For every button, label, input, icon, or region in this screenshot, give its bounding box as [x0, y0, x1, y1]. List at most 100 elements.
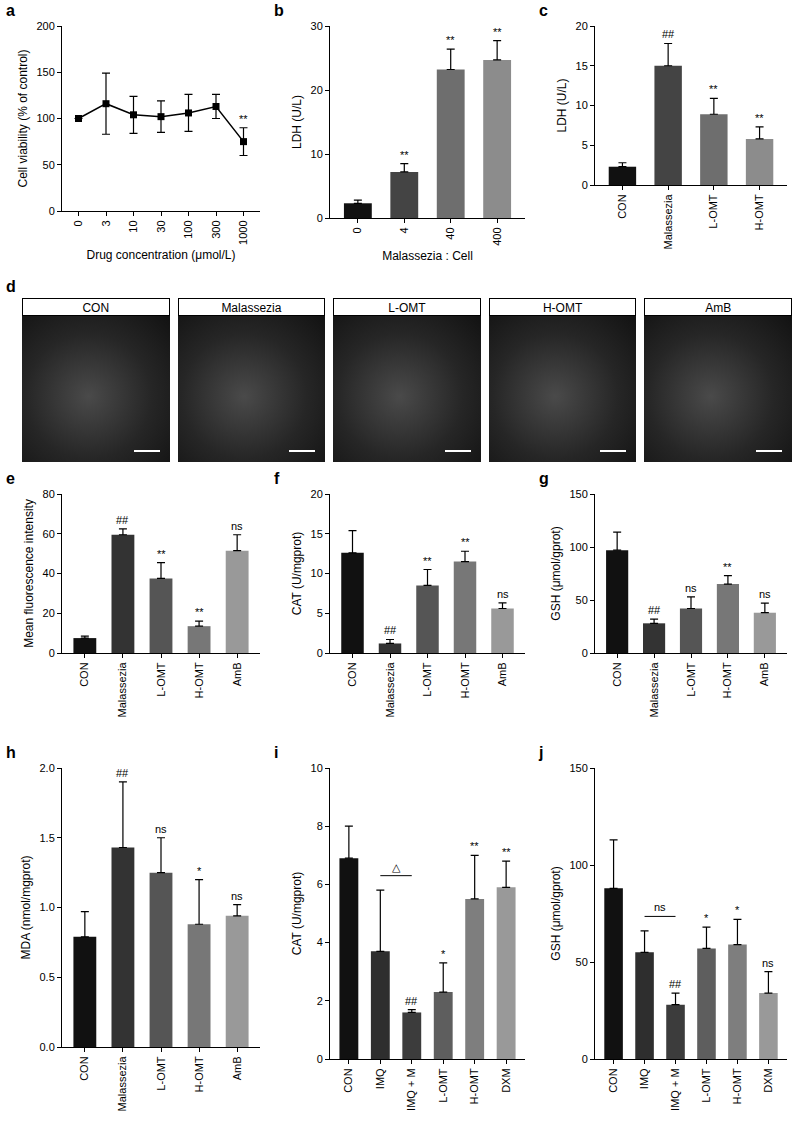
- svg-text:ns: ns: [759, 588, 771, 600]
- svg-text:CAT (U/mgprot): CAT (U/mgprot): [290, 872, 304, 956]
- svg-text:40: 40: [43, 567, 55, 579]
- svg-text:0: 0: [317, 212, 323, 224]
- svg-text:Malassezia: Malassezia: [116, 662, 128, 718]
- svg-text:100: 100: [36, 112, 54, 124]
- svg-text:CON: CON: [346, 662, 358, 687]
- svg-text:150: 150: [569, 762, 587, 774]
- svg-text:L-OMT: L-OMT: [155, 1056, 167, 1091]
- svg-text:30: 30: [311, 20, 323, 32]
- svg-text:GSH (μmol/gprot): GSH (μmol/gprot): [549, 526, 563, 620]
- svg-text:IMQ + M: IMQ + M: [669, 1068, 681, 1110]
- svg-text:AmB: AmB: [758, 662, 770, 686]
- svg-text:CON: CON: [78, 662, 90, 687]
- svg-text:H-OMT: H-OMT: [753, 194, 765, 230]
- svg-text:1000: 1000: [237, 220, 249, 244]
- svg-text:GSH (μmol/gprot): GSH (μmol/gprot): [549, 866, 563, 960]
- svg-text:CON: CON: [616, 194, 628, 219]
- svg-text:0: 0: [72, 220, 84, 226]
- svg-text:60: 60: [43, 528, 55, 540]
- svg-text:2: 2: [317, 995, 323, 1007]
- svg-text:0: 0: [582, 647, 588, 659]
- svg-text:ns: ns: [762, 957, 774, 969]
- svg-text:L-OMT: L-OMT: [155, 662, 167, 697]
- svg-text:ns: ns: [155, 823, 167, 835]
- svg-text:**: **: [400, 149, 409, 161]
- svg-text:LDH (U/L): LDH (U/L): [290, 95, 304, 149]
- svg-text:1.0: 1.0: [40, 901, 55, 913]
- svg-text:**: **: [239, 113, 248, 125]
- svg-text:0: 0: [317, 647, 323, 659]
- svg-text:4: 4: [398, 227, 410, 233]
- svg-text:0: 0: [317, 1053, 323, 1065]
- svg-text:H-OMT: H-OMT: [193, 1056, 205, 1092]
- svg-text:*: *: [704, 912, 709, 924]
- svg-text:30: 30: [155, 220, 167, 232]
- svg-text:**: **: [709, 83, 718, 95]
- svg-text:IMQ + M: IMQ + M: [405, 1068, 417, 1110]
- svg-text:##: ##: [669, 978, 682, 990]
- svg-text:##: ##: [384, 624, 397, 636]
- svg-text:AmB: AmB: [231, 662, 243, 686]
- svg-text:10: 10: [311, 148, 323, 160]
- svg-text:10: 10: [311, 762, 323, 774]
- svg-text:H-OMT: H-OMT: [193, 662, 205, 698]
- svg-text:*: *: [735, 904, 740, 916]
- svg-text:400: 400: [491, 227, 503, 245]
- svg-text:Mean fluorescence intensity: Mean fluorescence intensity: [22, 499, 36, 648]
- svg-text:15: 15: [311, 528, 323, 540]
- svg-text:CON: CON: [607, 1068, 619, 1093]
- svg-text:300: 300: [210, 220, 222, 238]
- svg-text:##: ##: [648, 604, 661, 616]
- svg-text:H-OMT: H-OMT: [459, 662, 471, 698]
- svg-text:**: **: [470, 840, 479, 852]
- svg-text:DXM: DXM: [500, 1068, 512, 1092]
- svg-text:100: 100: [569, 541, 587, 553]
- svg-text:H-OMT: H-OMT: [468, 1068, 480, 1104]
- svg-text:20: 20: [576, 20, 588, 32]
- svg-text:IMQ: IMQ: [374, 1068, 386, 1089]
- svg-text:1.5: 1.5: [40, 832, 55, 844]
- svg-text:L-OMT: L-OMT: [707, 194, 719, 229]
- svg-text:AmB: AmB: [231, 1056, 243, 1080]
- svg-text:ns: ns: [654, 901, 666, 913]
- svg-text:L-OMT: L-OMT: [437, 1068, 449, 1103]
- svg-text:40: 40: [444, 227, 456, 239]
- svg-text:0: 0: [582, 179, 588, 191]
- svg-text:20: 20: [311, 488, 323, 500]
- svg-text:Malassezia: Malassezia: [116, 1056, 128, 1112]
- svg-text:ns: ns: [231, 890, 243, 902]
- svg-text:50: 50: [576, 594, 588, 606]
- svg-text:**: **: [493, 26, 502, 38]
- svg-text:**: **: [157, 548, 166, 560]
- svg-text:**: **: [461, 536, 470, 548]
- svg-text:Malassezia : Cell: Malassezia : Cell: [382, 249, 473, 263]
- svg-text:8: 8: [317, 820, 323, 832]
- svg-text:**: **: [446, 34, 455, 46]
- svg-text:10: 10: [576, 99, 588, 111]
- svg-text:**: **: [423, 555, 432, 567]
- svg-text:Drug concentration (μmol/L): Drug concentration (μmol/L): [87, 248, 236, 262]
- svg-text:150: 150: [36, 66, 54, 78]
- svg-text:DXM: DXM: [762, 1068, 774, 1092]
- svg-text:10: 10: [311, 567, 323, 579]
- svg-text:CON: CON: [78, 1056, 90, 1081]
- svg-text:50: 50: [576, 956, 588, 968]
- svg-text:**: **: [195, 606, 204, 618]
- svg-text:15: 15: [576, 60, 588, 72]
- svg-text:100: 100: [569, 859, 587, 871]
- svg-text:**: **: [502, 846, 511, 858]
- svg-text:200: 200: [36, 20, 54, 32]
- svg-text:20: 20: [43, 607, 55, 619]
- svg-text:3: 3: [100, 220, 112, 226]
- svg-text:80: 80: [43, 488, 55, 500]
- svg-text:L-OMT: L-OMT: [685, 662, 697, 697]
- svg-text:6: 6: [317, 878, 323, 890]
- svg-text:0: 0: [49, 205, 55, 217]
- svg-text:CON: CON: [342, 1068, 354, 1093]
- svg-text:0: 0: [49, 647, 55, 659]
- svg-text:0.5: 0.5: [40, 971, 55, 983]
- svg-text:H-OMT: H-OMT: [721, 662, 733, 698]
- svg-text:*: *: [197, 865, 202, 877]
- svg-text:Malassezia: Malassezia: [648, 662, 660, 718]
- svg-text:0: 0: [351, 227, 363, 233]
